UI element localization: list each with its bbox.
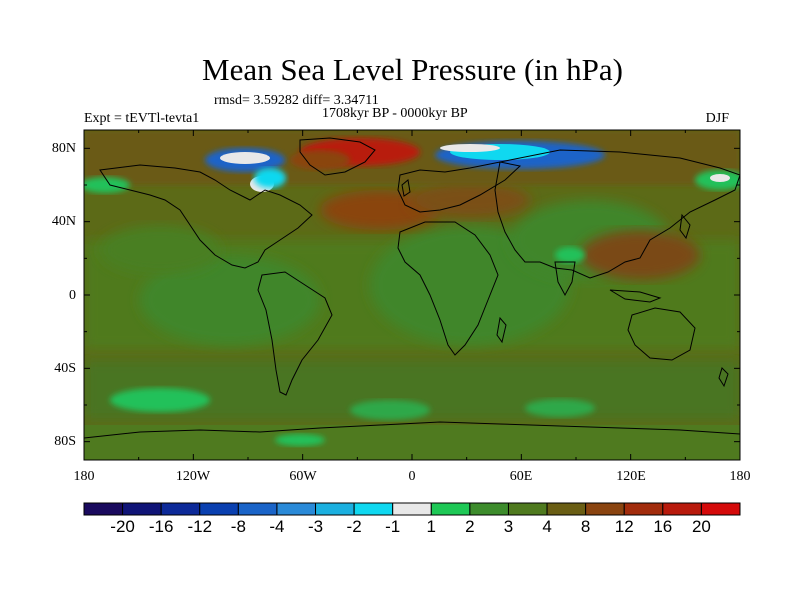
- field-siberia-white: [440, 144, 500, 152]
- colorbar-label: 20: [691, 517, 711, 536]
- colorbar-swatch: [83, 502, 124, 516]
- field-antarctic-bright: [275, 434, 325, 446]
- colorbar-swatch: [353, 502, 394, 516]
- colorbar-swatch: [315, 502, 355, 516]
- colorbar-label: -16: [148, 517, 174, 536]
- chart-title: Mean Sea Level Pressure (in hPa): [202, 52, 623, 87]
- lat-tick-label: 80S: [54, 434, 76, 449]
- colorbar-label: 16: [653, 517, 673, 536]
- coast-north-america: [99, 164, 313, 269]
- colorbar-label: -8: [230, 517, 246, 536]
- lon-tick-label: 60W: [289, 469, 317, 484]
- colorbar-swatch: [662, 502, 702, 516]
- colorbar-swatch: [122, 502, 162, 516]
- lon-tick-label: 120E: [616, 469, 646, 484]
- coast-australia: [627, 307, 696, 361]
- lon-tick-label: 180: [729, 469, 751, 484]
- coast-india: [554, 261, 576, 297]
- colorbar-swatch: [160, 502, 201, 516]
- colorbar-label: 3: [503, 517, 514, 536]
- lat-tick-label: 0: [69, 288, 76, 303]
- lon-tick-label: 180: [73, 469, 95, 484]
- coastlines: [84, 137, 740, 439]
- field-pacific-green: [140, 255, 320, 345]
- field-wpac-rust: [580, 230, 700, 280]
- colorbar-label: -2: [346, 517, 362, 536]
- colorbar-swatch: [623, 502, 664, 516]
- colorbar-swatch: [585, 502, 625, 516]
- colorbar: [83, 502, 741, 516]
- coast-africa: [397, 221, 499, 356]
- lon-tick-label: 0: [408, 469, 416, 484]
- colorbar-label: 12: [614, 517, 634, 536]
- colorbar-label: -1: [385, 517, 401, 536]
- period-label: 1708kyr BP - 0000kyr BP: [322, 106, 468, 121]
- pressure-field: [84, 130, 740, 460]
- colorbar-swatch: [507, 502, 548, 516]
- lat-tick-label: 40S: [54, 361, 76, 376]
- season-label: DJF: [705, 111, 729, 126]
- field-canada-white: [220, 152, 270, 164]
- colorbar-label: 1: [426, 517, 437, 536]
- field-south-bright-1: [110, 388, 210, 412]
- colorbar-swatch: [469, 502, 509, 516]
- coast-madagascar: [496, 316, 507, 344]
- coast-uk: [401, 179, 411, 197]
- colorbar-swatch: [392, 502, 432, 516]
- coast-greenland: [299, 137, 376, 176]
- field-south-bright-2: [350, 400, 430, 420]
- colorbar-label: 4: [542, 517, 552, 536]
- field-npac-green: [100, 225, 220, 275]
- colorbar-swatch: [700, 502, 741, 516]
- lat-tick-label: 80N: [51, 141, 76, 156]
- field-tibet-green: [555, 247, 585, 263]
- field-hudson-cyan: [254, 168, 286, 188]
- experiment-label: Expt = tEVTl-tevta1: [84, 111, 200, 126]
- field-alaska-green: [84, 177, 130, 193]
- lon-tick-label: 60E: [509, 469, 533, 484]
- colorbar-swatch: [546, 502, 587, 516]
- coast-antarctica: [84, 421, 740, 439]
- coast-asia: [494, 149, 740, 279]
- coast-indonesia: [609, 289, 662, 303]
- colorbar-swatch: [430, 502, 471, 516]
- field-chukotka-white: [710, 174, 730, 182]
- colorbar-label: -3: [307, 517, 324, 536]
- colorbar-swatch: [199, 502, 239, 516]
- coast-south-america: [257, 271, 333, 396]
- colorbar-label: -4: [269, 517, 285, 536]
- coast-japan: [679, 213, 691, 240]
- colorbar-label: 8: [580, 517, 591, 536]
- colorbar-swatch: [237, 502, 278, 516]
- colorbar-label: -12: [187, 517, 213, 536]
- coast-nz: [718, 367, 729, 388]
- colorbar-label: -20: [110, 517, 135, 536]
- colorbar-label: 2: [465, 517, 475, 536]
- colorbar-swatch: [276, 502, 317, 516]
- field-greenland-rust: [290, 150, 350, 170]
- field-south-bright-3: [525, 399, 595, 417]
- stats-label: rmsd= 3.59282 diff= 3.34711: [214, 93, 379, 108]
- coast-europe: [397, 161, 522, 213]
- lon-tick-label: 120W: [175, 469, 211, 484]
- axis-ticks: [83, 130, 741, 460]
- lat-tick-label: 40N: [51, 214, 76, 229]
